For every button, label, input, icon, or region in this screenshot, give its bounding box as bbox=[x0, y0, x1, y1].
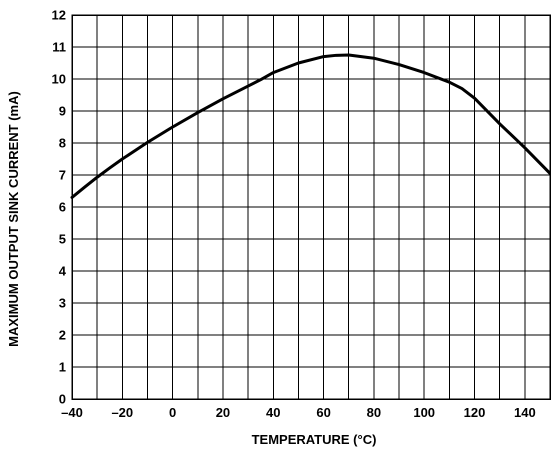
y-tick-label: 11 bbox=[52, 40, 66, 55]
series-layer bbox=[70, 53, 551, 199]
x-tick-label: 60 bbox=[316, 405, 330, 420]
x-tick-label: 40 bbox=[266, 405, 280, 420]
y-tick-label: 12 bbox=[52, 8, 66, 23]
x-tick-label: 120 bbox=[464, 405, 486, 420]
x-tick-label: –40 bbox=[61, 405, 83, 420]
y-tick-label: 9 bbox=[59, 104, 66, 119]
x-axis-tick-labels: –40 –20 0 20 40 60 80 100 120 140 bbox=[61, 405, 536, 420]
y-tick-label: 3 bbox=[59, 296, 66, 311]
y-tick-label: 5 bbox=[59, 232, 66, 247]
y-tick-label: 1 bbox=[59, 360, 66, 375]
x-tick-label: 0 bbox=[169, 405, 176, 420]
x-axis-title: TEMPERATURE (°C) bbox=[252, 432, 377, 447]
y-tick-label: 10 bbox=[52, 72, 66, 87]
y-tick-label: 2 bbox=[59, 328, 66, 343]
y-tick-label: 6 bbox=[59, 200, 66, 215]
x-tick-label: 100 bbox=[413, 405, 435, 420]
x-tick-label: 140 bbox=[514, 405, 536, 420]
series-line bbox=[70, 53, 551, 199]
y-tick-label: 0 bbox=[59, 392, 66, 407]
y-tick-label: 8 bbox=[59, 136, 66, 151]
grid bbox=[72, 15, 550, 399]
plot-area-frame bbox=[71, 14, 551, 400]
x-tick-label: –20 bbox=[111, 405, 133, 420]
x-tick-label: 80 bbox=[367, 405, 381, 420]
y-axis-title: MAXIMUM OUTPUT SINK CURRENT (mA) bbox=[6, 91, 21, 347]
y-tick-label: 4 bbox=[59, 264, 67, 279]
y-tick-label: 7 bbox=[59, 168, 66, 183]
x-tick-label: 20 bbox=[216, 405, 230, 420]
